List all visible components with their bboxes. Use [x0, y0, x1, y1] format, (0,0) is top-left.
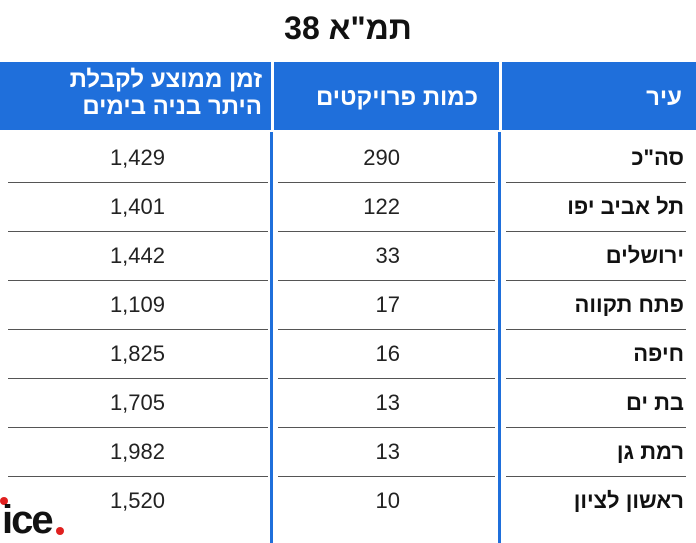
row-line	[8, 182, 268, 183]
row-line	[8, 427, 268, 428]
project-count: 10	[375, 488, 400, 513]
row-line	[506, 329, 686, 330]
row-line	[278, 182, 495, 183]
row-line	[8, 231, 268, 232]
city: בת ים	[625, 390, 684, 415]
project-count: 122	[363, 194, 400, 219]
city: ראשון לציון	[573, 488, 684, 513]
row-line	[278, 231, 495, 232]
avg-days: 1,109	[109, 292, 165, 317]
project-count: 33	[375, 243, 400, 268]
row-line	[8, 329, 268, 330]
column-separator	[270, 132, 273, 543]
project-count: 13	[375, 390, 400, 415]
row-line	[506, 378, 686, 379]
row-line	[8, 476, 268, 477]
logo-dot	[56, 527, 64, 535]
avg-days: 1,982	[109, 439, 165, 464]
project-count: 16	[375, 341, 400, 366]
avg-days: 1,442	[109, 243, 165, 268]
row-line	[506, 280, 686, 281]
row-line	[506, 182, 686, 183]
avg-days: 1,429	[109, 145, 165, 170]
city: חיפה	[633, 341, 684, 366]
header-line: היתר בניה בימים	[82, 93, 262, 120]
header-line: זמן ממוצע לקבלת	[69, 66, 262, 93]
row-line	[278, 427, 495, 428]
city: ירושלים	[605, 243, 684, 268]
row-line	[278, 280, 495, 281]
city: סה"כ	[631, 145, 684, 170]
project-count: 13	[375, 439, 400, 464]
row-line	[506, 231, 686, 232]
row-line	[8, 280, 268, 281]
row-line	[506, 476, 686, 477]
city: פתח תקווה	[574, 292, 684, 317]
header-separator	[499, 62, 502, 130]
project-count: 290	[363, 145, 400, 170]
avg-days: 1,520	[109, 488, 165, 513]
project-count: 17	[375, 292, 400, 317]
title: תמ"א 38	[284, 10, 412, 46]
avg-days: 1,401	[109, 194, 165, 219]
row-line	[8, 378, 268, 379]
header-count: כמות פרויקטים	[315, 84, 478, 111]
logo-accent	[0, 497, 8, 505]
city: רמת גן	[616, 439, 684, 464]
column-separator	[498, 132, 501, 543]
row-line	[278, 378, 495, 379]
header-separator	[271, 62, 274, 130]
header-time: זמן ממוצע לקבלת היתר בניה בימים	[70, 66, 262, 120]
avg-days: 1,825	[109, 341, 165, 366]
header-city: עיר	[646, 84, 682, 111]
row-line	[278, 329, 495, 330]
row-line	[506, 427, 686, 428]
city: תל אביב יפו	[567, 194, 684, 219]
header-band	[0, 62, 696, 130]
avg-days: 1,705	[109, 390, 165, 415]
row-line	[278, 476, 495, 477]
logo: ice	[2, 498, 54, 542]
